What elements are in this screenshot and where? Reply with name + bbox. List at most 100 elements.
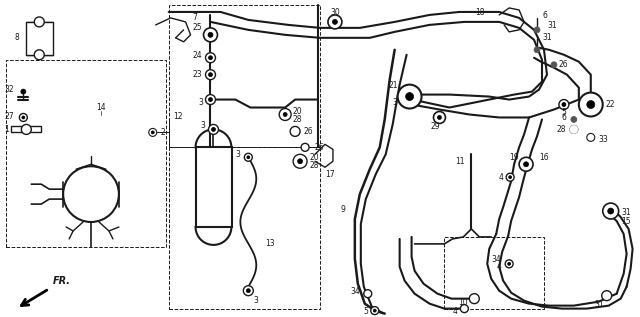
Circle shape bbox=[559, 100, 569, 109]
Text: 2: 2 bbox=[161, 128, 166, 137]
Text: 25: 25 bbox=[193, 23, 202, 32]
Text: 8: 8 bbox=[15, 33, 19, 42]
Bar bbox=[169, 147, 320, 309]
Circle shape bbox=[35, 17, 44, 27]
Circle shape bbox=[579, 93, 603, 116]
Circle shape bbox=[506, 173, 514, 181]
Circle shape bbox=[246, 289, 250, 293]
Text: 26: 26 bbox=[314, 143, 324, 152]
Text: 34: 34 bbox=[350, 287, 360, 296]
Circle shape bbox=[19, 113, 28, 121]
Circle shape bbox=[562, 102, 566, 107]
Text: 3: 3 bbox=[201, 121, 205, 130]
Text: 22: 22 bbox=[605, 100, 615, 109]
Bar bbox=[12, 126, 41, 133]
Circle shape bbox=[587, 133, 595, 141]
Text: 3: 3 bbox=[198, 98, 204, 107]
Circle shape bbox=[205, 94, 216, 105]
Circle shape bbox=[283, 113, 287, 116]
Text: 3: 3 bbox=[253, 296, 258, 305]
Circle shape bbox=[534, 47, 540, 53]
Circle shape bbox=[22, 116, 25, 119]
Text: 26: 26 bbox=[559, 60, 568, 69]
Text: 29: 29 bbox=[431, 122, 440, 131]
Circle shape bbox=[293, 154, 307, 168]
Circle shape bbox=[279, 108, 291, 120]
Text: 7: 7 bbox=[193, 13, 198, 23]
Text: 9: 9 bbox=[340, 204, 345, 214]
Circle shape bbox=[438, 115, 442, 120]
Text: 6: 6 bbox=[542, 11, 547, 20]
Circle shape bbox=[373, 309, 376, 312]
Circle shape bbox=[551, 62, 557, 68]
Text: 26: 26 bbox=[303, 127, 313, 136]
Text: 28: 28 bbox=[556, 125, 566, 134]
Bar bbox=[26, 22, 53, 55]
Text: 11: 11 bbox=[455, 157, 465, 166]
Circle shape bbox=[243, 286, 253, 296]
Circle shape bbox=[603, 203, 619, 219]
Circle shape bbox=[204, 28, 218, 42]
Circle shape bbox=[63, 166, 119, 222]
Text: 27: 27 bbox=[4, 112, 14, 121]
Text: 12: 12 bbox=[173, 112, 183, 121]
Text: 24: 24 bbox=[193, 51, 202, 60]
Circle shape bbox=[247, 156, 250, 159]
Text: 21: 21 bbox=[388, 81, 397, 90]
Text: 13: 13 bbox=[265, 239, 275, 249]
Text: 33: 33 bbox=[599, 135, 609, 144]
Circle shape bbox=[208, 32, 213, 37]
Text: 31: 31 bbox=[594, 300, 604, 309]
Text: 28: 28 bbox=[309, 161, 319, 170]
Circle shape bbox=[460, 305, 468, 313]
Circle shape bbox=[505, 260, 513, 268]
Text: 34: 34 bbox=[492, 255, 501, 264]
Circle shape bbox=[244, 153, 252, 161]
Circle shape bbox=[509, 176, 511, 179]
Circle shape bbox=[209, 98, 212, 101]
Circle shape bbox=[524, 162, 529, 167]
Circle shape bbox=[205, 70, 216, 80]
Text: 6: 6 bbox=[561, 113, 566, 122]
Text: FR.: FR. bbox=[53, 276, 71, 286]
Circle shape bbox=[290, 126, 300, 136]
Text: 18: 18 bbox=[475, 9, 484, 17]
Circle shape bbox=[519, 157, 533, 171]
Text: 23: 23 bbox=[193, 70, 202, 79]
Text: 31: 31 bbox=[621, 208, 631, 217]
Circle shape bbox=[587, 100, 595, 108]
Circle shape bbox=[209, 56, 212, 60]
Circle shape bbox=[397, 85, 422, 108]
Circle shape bbox=[205, 53, 216, 63]
Text: 3: 3 bbox=[236, 150, 241, 159]
Text: 4: 4 bbox=[496, 262, 501, 271]
Circle shape bbox=[209, 73, 212, 77]
Text: 3: 3 bbox=[393, 98, 397, 107]
Bar bbox=[196, 147, 232, 227]
Circle shape bbox=[21, 125, 31, 134]
Bar bbox=[169, 5, 320, 147]
Circle shape bbox=[608, 208, 614, 214]
Text: 30: 30 bbox=[330, 9, 340, 17]
Circle shape bbox=[35, 50, 44, 60]
Circle shape bbox=[406, 93, 413, 100]
Text: 32: 32 bbox=[4, 85, 14, 94]
Circle shape bbox=[433, 112, 445, 123]
Circle shape bbox=[301, 143, 309, 151]
Circle shape bbox=[602, 291, 612, 301]
Circle shape bbox=[328, 15, 342, 29]
Text: 1: 1 bbox=[4, 125, 10, 134]
Text: 17: 17 bbox=[325, 170, 335, 179]
Text: 31: 31 bbox=[542, 33, 552, 42]
Text: 14: 14 bbox=[96, 103, 106, 112]
Circle shape bbox=[364, 290, 372, 298]
Text: 4: 4 bbox=[452, 307, 458, 316]
Bar bbox=[444, 237, 544, 309]
Circle shape bbox=[298, 159, 303, 164]
Text: 10: 10 bbox=[458, 298, 467, 307]
Text: 15: 15 bbox=[621, 217, 631, 225]
Circle shape bbox=[21, 89, 26, 94]
Circle shape bbox=[211, 127, 216, 132]
Text: 28: 28 bbox=[292, 115, 301, 124]
Circle shape bbox=[469, 294, 479, 304]
